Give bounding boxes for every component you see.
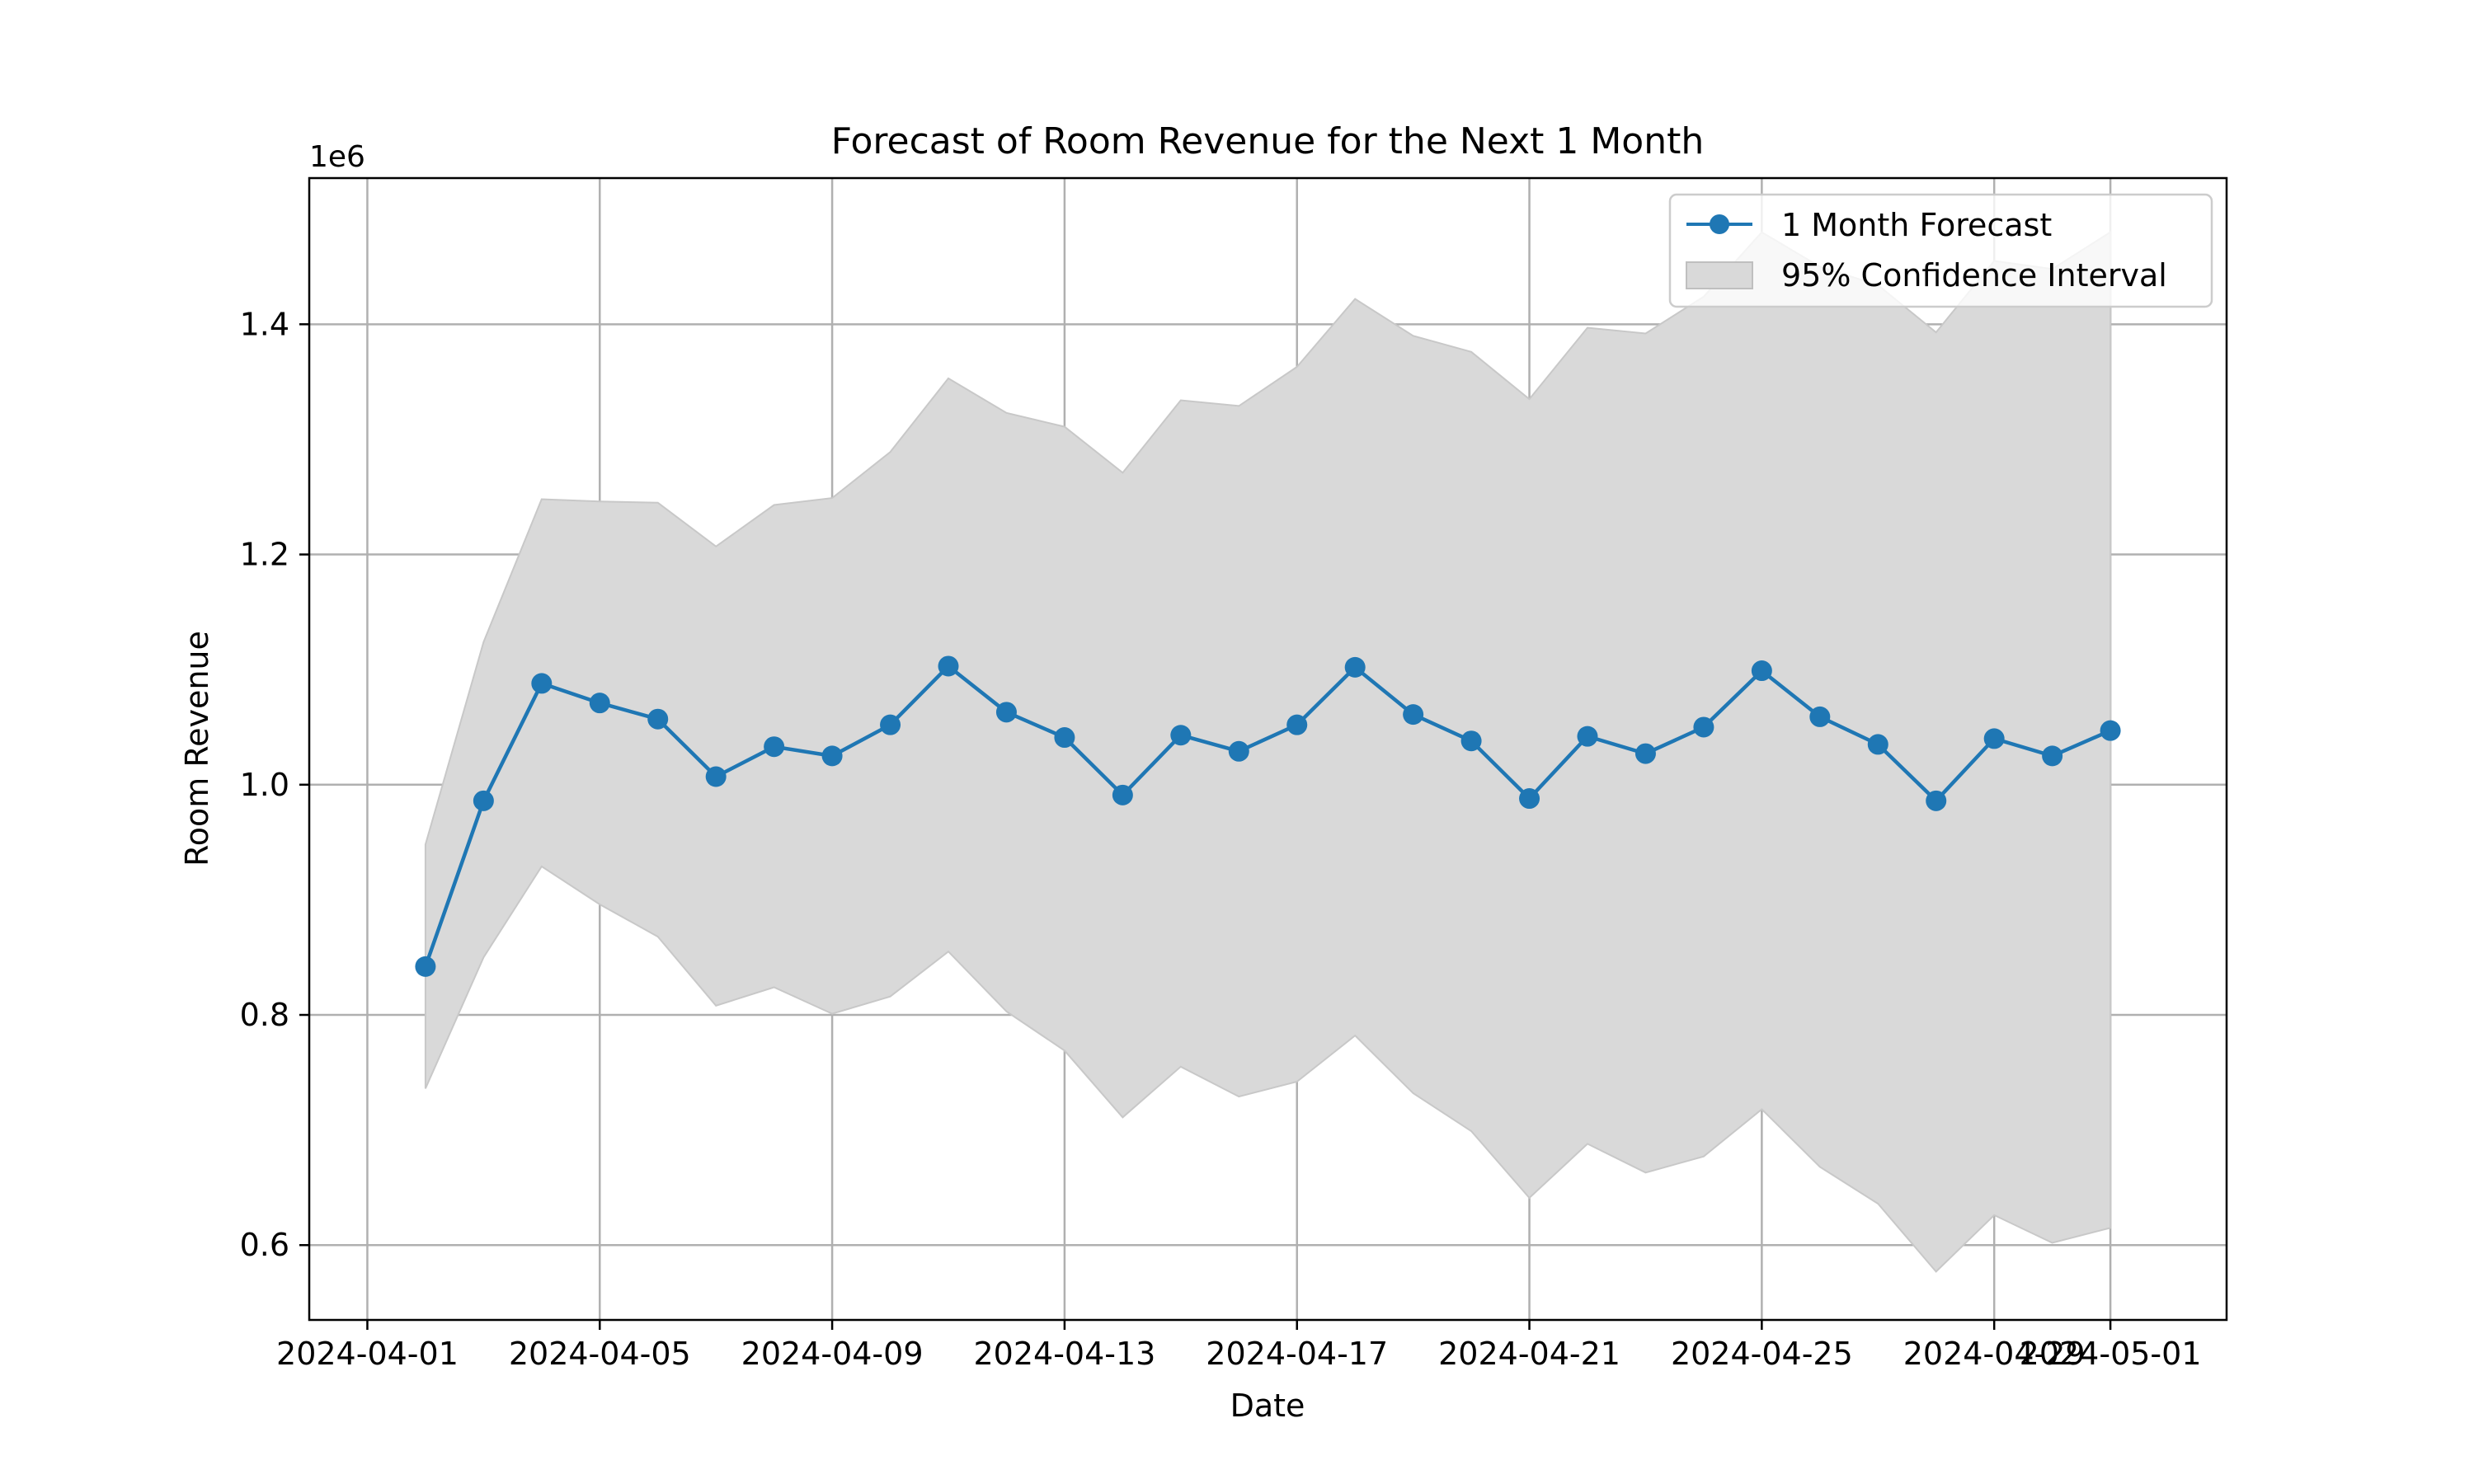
x-tick-label: 2024-04-13 [973, 1336, 1155, 1372]
forecast-point [589, 693, 610, 714]
x-tick-label: 2024-04-05 [509, 1336, 691, 1372]
forecast-point [1693, 716, 1714, 738]
forecast-point [1460, 730, 1482, 752]
y-offset-label: 1e6 [309, 140, 365, 174]
forecast-point [415, 956, 436, 977]
confidence-interval-layer [424, 230, 2112, 1273]
y-axis-ticks: 0.6 0.8 1.0 1.2 1.4 [240, 306, 309, 1263]
forecast-point [938, 655, 959, 677]
y-tick-label: 1.0 [240, 767, 289, 803]
forecast-point [1577, 726, 1598, 747]
x-axis-ticks: 2024-04-01 2024-04-05 2024-04-09 2024-04-13… [276, 1320, 2202, 1372]
forecast-line [423, 664, 2111, 968]
forecast-point [531, 673, 553, 694]
plot-area: 2024-04-01 2024-04-05 2024-04-09 2024-04-13… [240, 176, 2228, 1372]
y-tick-label: 1.4 [240, 306, 289, 342]
forecast-point [1983, 728, 2005, 749]
forecast-point [2042, 745, 2063, 767]
chart-title: Forecast of Room Revenue for the Next 1 … [831, 120, 1705, 162]
x-tick-label: 2024-04-17 [1206, 1336, 1388, 1372]
forecast-point [1751, 660, 1772, 682]
x-tick-label: 2024-04-01 [276, 1336, 459, 1372]
legend-marker-swatch [1710, 214, 1729, 234]
forecast-point [2100, 720, 2121, 741]
forecast-point [1054, 727, 1075, 749]
y-tick-label: 0.8 [240, 997, 289, 1033]
forecast-point [1519, 788, 1540, 810]
forecast-point [1926, 790, 1947, 811]
legend-forecast-label: 1 Month Forecast [1781, 207, 2052, 243]
confidence-interval-band [424, 230, 2112, 1273]
y-axis-label: Room Revenue [179, 631, 215, 866]
legend: 1 Month Forecast 95% Confidence Interval [1668, 193, 2213, 308]
forecast-point [821, 745, 843, 767]
plot-frame [308, 176, 2228, 1322]
legend-ci-swatch [1686, 261, 1753, 289]
legend-ci-label: 95% Confidence Interval [1781, 257, 2167, 294]
x-tick-label: 2024-04-09 [741, 1336, 924, 1372]
forecast-point [1112, 784, 1133, 805]
forecast-point [1228, 740, 1249, 762]
legend-box [1668, 193, 2213, 308]
forecast-point [473, 790, 494, 811]
forecast-point [1867, 734, 1888, 755]
x-tick-label: 2024-05-01 [2020, 1336, 2202, 1372]
forecast-point [1809, 706, 1831, 727]
forecast-point [880, 714, 901, 735]
forecast-point [995, 702, 1017, 723]
x-tick-label: 2024-04-29 [1903, 1336, 2086, 1372]
series-layer [415, 655, 2121, 977]
forecast-point [1403, 704, 1424, 726]
y-tick-label: 1.2 [240, 537, 289, 573]
forecast-point [1344, 656, 1366, 678]
forecast-point [1170, 725, 1192, 746]
forecast-point [705, 766, 727, 787]
forecast-point [1286, 714, 1308, 735]
forecast-point [1634, 743, 1656, 764]
x-tick-label: 2024-04-21 [1438, 1336, 1620, 1372]
x-axis-label: Date [1230, 1388, 1305, 1424]
x-tick-label: 2024-04-25 [1671, 1336, 1853, 1372]
forecast-point [764, 736, 785, 758]
forecast-point [647, 708, 669, 730]
y-tick-label: 0.6 [240, 1227, 289, 1263]
